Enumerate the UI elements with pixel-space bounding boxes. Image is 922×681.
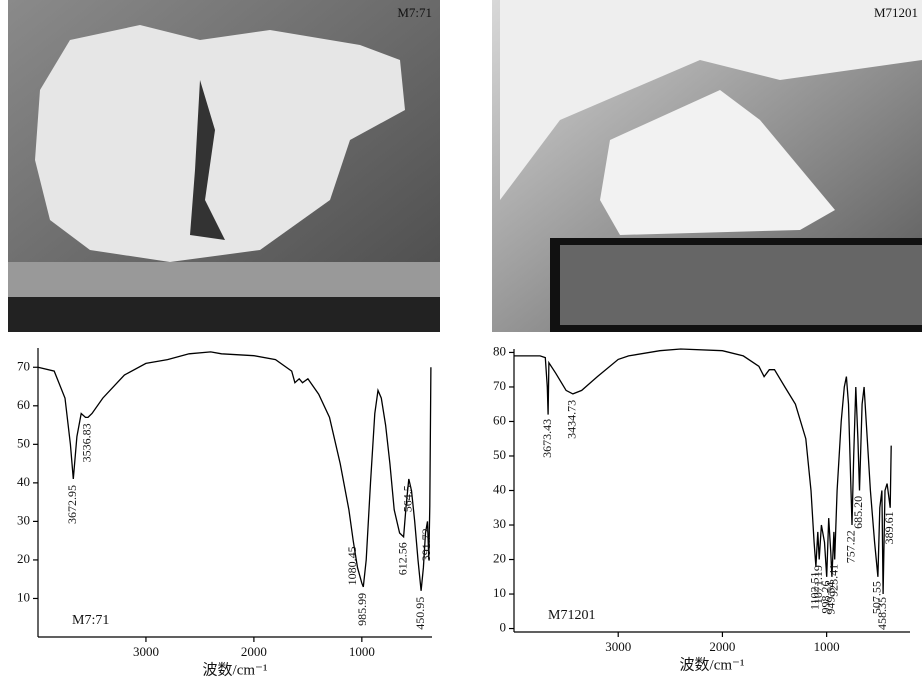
spectrum-line bbox=[514, 348, 892, 595]
peak-label: 1071.19 bbox=[811, 565, 825, 604]
peak-label: 3536.83 bbox=[80, 423, 94, 462]
peak-label: 450.95 bbox=[413, 597, 427, 630]
x-tick-label: 2000 bbox=[241, 644, 267, 659]
spectrum-line bbox=[37, 351, 432, 591]
y-tick-label: 20 bbox=[17, 551, 30, 566]
y-tick-label: 70 bbox=[493, 378, 506, 393]
x-axis-label: 波数/cm⁻¹ bbox=[203, 661, 268, 678]
y-tick-label: 10 bbox=[493, 585, 506, 600]
y-tick-label: 10 bbox=[17, 589, 30, 604]
photo-label: M7:71 bbox=[397, 5, 432, 20]
y-tick-label: 60 bbox=[17, 397, 30, 412]
y-tick-label: 70 bbox=[17, 358, 30, 373]
y-tick-label: 50 bbox=[17, 435, 30, 450]
peak-label: 998.26 bbox=[819, 580, 833, 613]
peak-label: 949.54 bbox=[824, 582, 838, 615]
photo-right bbox=[492, 0, 922, 332]
y-tick-label: 0 bbox=[500, 620, 507, 635]
peak-label: 391.72 bbox=[419, 528, 433, 561]
sample-label: M7:71 bbox=[72, 613, 109, 628]
peak-label: 3673.43 bbox=[540, 419, 554, 458]
y-tick-label: 80 bbox=[493, 343, 506, 358]
y-tick-label: 30 bbox=[493, 516, 506, 531]
sample-label: M71201 bbox=[548, 608, 595, 623]
peak-label: 985.99 bbox=[355, 593, 369, 626]
y-tick-label: 60 bbox=[493, 412, 506, 427]
peak-label: 3672.95 bbox=[65, 485, 79, 524]
photo-left bbox=[8, 0, 440, 332]
peak-label: 458.35 bbox=[875, 597, 889, 630]
x-tick-label: 2000 bbox=[709, 639, 735, 654]
x-tick-label: 3000 bbox=[605, 639, 631, 654]
x-tick-label: 3000 bbox=[133, 644, 159, 659]
peak-label: 3434.73 bbox=[565, 400, 579, 439]
peak-label: 564.5 bbox=[401, 485, 415, 512]
y-tick-label: 20 bbox=[493, 551, 506, 566]
x-axis-label: 波数/cm⁻¹ bbox=[680, 656, 745, 673]
peak-label: 507.55 bbox=[870, 581, 884, 614]
peak-label: 612.56 bbox=[395, 542, 409, 575]
peak-label: 389.61 bbox=[882, 511, 896, 544]
photo-label: M71201 bbox=[874, 5, 918, 20]
peak-label: 1080.45 bbox=[345, 546, 359, 585]
y-tick-label: 40 bbox=[17, 474, 30, 489]
x-tick-label: 1000 bbox=[349, 644, 375, 659]
y-tick-label: 40 bbox=[493, 481, 506, 496]
peak-label: 1102.51 bbox=[808, 571, 822, 610]
y-tick-label: 30 bbox=[17, 512, 30, 527]
x-tick-label: 1000 bbox=[814, 639, 840, 654]
peak-label: 685.20 bbox=[851, 496, 865, 529]
peak-label: 923.41 bbox=[826, 564, 840, 597]
peak-label: 757.22 bbox=[844, 530, 858, 563]
y-tick-label: 50 bbox=[493, 447, 506, 462]
